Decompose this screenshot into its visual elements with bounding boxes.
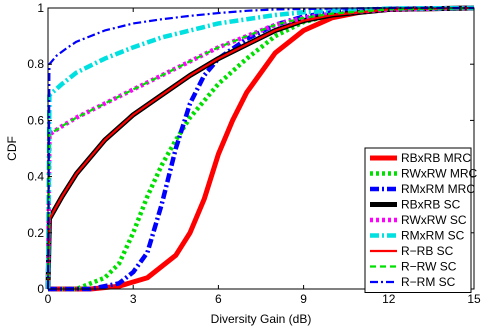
legend-label: R−RW SC (401, 260, 457, 274)
x-tick-label: 6 (215, 292, 222, 306)
y-tick-label: 0.8 (27, 57, 44, 71)
legend-label: RMxRM MRC (401, 182, 475, 196)
y-tick-label: 0.2 (27, 226, 44, 240)
legend-label: RMxRM SC (401, 229, 465, 243)
y-tick-label: 0 (37, 282, 44, 296)
axis-ticks: 0 3 6 9 12 15 0 0.2 0.4 0.6 0.8 1 (27, 1, 481, 306)
series-line-6 (45, 5, 475, 290)
legend-label: R−RB SC (401, 244, 454, 258)
series-line-3 (48, 5, 475, 292)
series-line-2 (48, 5, 475, 292)
legend-label: RWxRW SC (401, 213, 467, 227)
legend-label: RBxRB SC (401, 198, 461, 212)
plot-frame (47, 7, 475, 290)
x-axis-label: Diversity Gain (dB) (211, 312, 312, 326)
legend-label: RBxRB MRC (401, 151, 471, 165)
x-tick-label: 3 (130, 292, 137, 306)
y-axis-label: CDF (5, 136, 19, 161)
series-line-7 (46, 6, 475, 290)
x-tick-label: 9 (300, 292, 307, 306)
x-tick-label: 0 (45, 292, 52, 306)
x-tick-label: 12 (382, 292, 396, 306)
plot-marks (45, 5, 475, 292)
legend-label: RWxRW MRC (401, 167, 478, 181)
y-tick-label: 0.4 (27, 170, 44, 184)
y-tick-label: 0.6 (27, 113, 44, 127)
series-line-8 (46, 6, 475, 290)
y-tick-label: 1 (37, 1, 44, 15)
x-tick-label: 15 (467, 292, 481, 306)
legend-label: R−RM SC (401, 275, 456, 289)
